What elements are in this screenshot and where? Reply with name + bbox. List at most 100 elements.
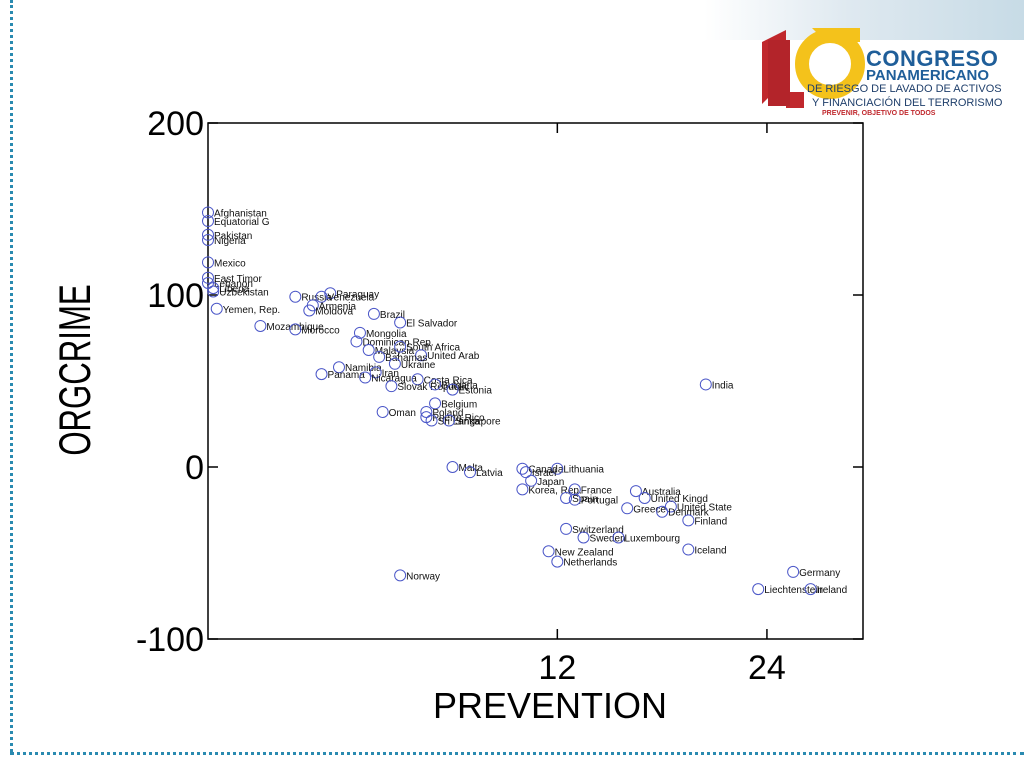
dotted-border-left: [10, 0, 13, 752]
point-label: Venezuela: [328, 293, 375, 304]
data-point: [333, 361, 345, 374]
data-point: [629, 485, 642, 498]
point-label: Dominican Rep.: [362, 337, 433, 348]
point-label: El Salvador: [406, 319, 458, 330]
point-label: Korea, Rep.: [528, 485, 581, 496]
data-point: [367, 307, 380, 320]
data-point: [207, 282, 220, 295]
data-point: [324, 287, 337, 300]
logo-line-financiacion: Y FINANCIACIÓN DEL TERRORISMO: [812, 97, 1003, 109]
point-label: South Africa: [406, 343, 460, 354]
data-point: [202, 233, 214, 246]
y-axis-ticks: -100 0 100 200: [136, 105, 863, 659]
data-point: [787, 565, 800, 578]
data-point: [429, 397, 442, 410]
point-label: Australia: [642, 487, 681, 498]
data-point: [420, 405, 433, 418]
point-label: Slovak Republic: [397, 382, 469, 393]
data-point: [411, 373, 424, 386]
data-point: [638, 491, 651, 504]
data-point: [376, 405, 389, 418]
point-label: Afghanistan: [214, 208, 267, 219]
point-label: Spain: [572, 494, 598, 505]
logo-yellow-arc: [812, 28, 860, 42]
data-point: [656, 505, 669, 518]
congress-logo: CONGRESO PANAMERICANO DE RIESGO DE LAVAD…: [760, 22, 1010, 122]
data-point: [804, 583, 817, 596]
point-label: Yemen, Rep.: [223, 305, 280, 316]
point-label: Paraguay: [336, 289, 379, 300]
data-point: [568, 483, 581, 496]
point-label: France: [581, 485, 613, 496]
point-label: Costa Rica: [424, 375, 473, 386]
point-label: Norway: [406, 571, 440, 582]
point-label: Mozambique: [266, 322, 324, 333]
data-point: [425, 414, 438, 427]
point-label: United State: [677, 503, 732, 514]
data-point: [560, 491, 573, 504]
data-point: [577, 531, 590, 544]
point-label: Iran: [382, 368, 399, 379]
data-point: [682, 514, 695, 527]
point-label: United Kingd: [651, 494, 708, 505]
point-label: Sri Lanka: [438, 417, 481, 428]
y-tick-label: -100: [136, 621, 204, 659]
point-label: Switzerland: [572, 525, 624, 536]
point-label: Brazil: [380, 310, 405, 321]
point-label: Lithuania: [563, 465, 604, 476]
point-label: Armenia: [319, 301, 357, 312]
logo-tagline: PREVENIR, OBJETIVO DE TODOS: [822, 110, 936, 117]
data-point: [568, 493, 581, 506]
data-point: [621, 502, 634, 515]
point-label: Morocco: [301, 325, 340, 336]
point-label: Malta: [459, 463, 484, 474]
data-point: [394, 340, 407, 353]
x-axis-ticks: 12 24: [538, 123, 786, 687]
data-point: [202, 206, 214, 219]
point-label: United Arab: [427, 351, 480, 362]
data-point: [560, 522, 573, 535]
data-point: [443, 414, 456, 427]
point-label: Poland: [432, 408, 463, 419]
point-label: Greece: [633, 504, 666, 515]
data-point: [699, 378, 712, 391]
data-point: [202, 271, 214, 284]
point-label: Liechtenstein: [764, 585, 823, 596]
point-label: Oman: [389, 408, 416, 419]
data-point: [359, 371, 372, 384]
corner-gradient: [704, 0, 1024, 40]
point-label: Liberia: [219, 284, 249, 295]
data-point: [254, 319, 267, 332]
point-label: Latvia: [476, 468, 503, 479]
data-point: [315, 368, 328, 381]
data-point: [429, 378, 442, 391]
data-point: [369, 366, 382, 379]
data-point: [519, 466, 532, 479]
point-label: Puerto Rico: [432, 413, 485, 424]
data-point: [551, 462, 564, 475]
data-point: [289, 323, 302, 336]
point-label: Russia: [301, 293, 332, 304]
point-label: Finland: [694, 516, 727, 527]
point-label: New Zealand: [555, 547, 614, 558]
point-label: Luxembourg: [624, 534, 680, 545]
y-tick-label: 100: [147, 277, 204, 315]
point-label: Ukraine: [401, 360, 436, 371]
point-label: Singapore: [455, 417, 501, 428]
data-point: [202, 228, 214, 241]
data-point: [415, 349, 428, 362]
data-point: [388, 357, 401, 370]
data-point: [373, 350, 386, 363]
logo-line-panamericano: PANAMERICANO: [866, 67, 990, 84]
y-tick-label: 0: [185, 449, 204, 487]
data-point: [542, 545, 555, 558]
logo-line-congreso: CONGRESO: [866, 46, 999, 71]
point-label: Bahamas: [385, 353, 427, 364]
y-axis-label: ORGCRIME: [51, 284, 101, 455]
data-point: [303, 304, 316, 317]
data-point: [516, 462, 529, 475]
data-point: [394, 569, 407, 582]
